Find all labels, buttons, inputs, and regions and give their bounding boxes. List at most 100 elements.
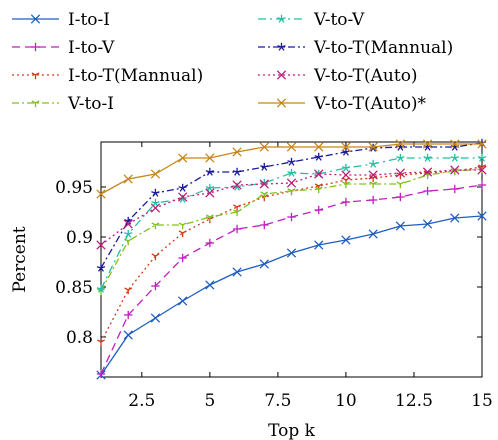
data-point <box>423 186 432 196</box>
data-point <box>450 139 460 149</box>
data-point <box>368 142 378 152</box>
data-point <box>450 213 460 223</box>
x-axis: 2.5 5 7.5 10 12.5 15 <box>128 142 493 411</box>
y-axis: 0.8 0.85 0.9 0.95 <box>55 178 482 348</box>
legend-entry: I-to-I <box>12 10 110 30</box>
legend-marker <box>276 70 287 80</box>
data-point <box>123 330 133 340</box>
series-3 <box>97 166 486 296</box>
legend-label: V-to-I <box>67 94 114 114</box>
data-point <box>286 142 297 152</box>
legend-marker <box>31 100 40 108</box>
x-tick-label: 10 <box>335 391 357 411</box>
x-tick-label: 15 <box>471 391 493 411</box>
data-point <box>205 238 215 248</box>
data-point <box>368 159 378 168</box>
data-point <box>178 253 187 263</box>
legend-entry: V-to-T(Mannual) <box>258 38 453 58</box>
data-point <box>96 369 106 379</box>
legend-label: V-to-T(Auto)* <box>313 94 427 114</box>
data-point <box>423 153 432 162</box>
legend-label: V-to-V <box>313 10 365 30</box>
data-point <box>150 313 161 323</box>
data-point <box>151 281 160 291</box>
data-point <box>97 339 105 347</box>
data-point <box>395 139 406 149</box>
legend-label: I-to-I <box>68 10 110 30</box>
data-point <box>178 194 187 203</box>
data-point <box>151 188 160 197</box>
data-point <box>150 203 161 213</box>
plot-area: 2.5 5 7.5 10 12.5 15 0.8 0.85 0.9 0.95 <box>55 138 493 411</box>
series-6 <box>96 165 487 250</box>
data-point <box>477 153 487 162</box>
data-point <box>178 183 187 192</box>
data-point <box>232 182 242 191</box>
data-point <box>260 178 269 187</box>
data-point <box>396 153 405 162</box>
data-point <box>341 163 351 172</box>
series-line <box>100 168 483 292</box>
data-point <box>205 214 214 222</box>
series-7 <box>96 139 487 199</box>
legend-entry: V-to-V <box>258 10 365 30</box>
plot-frame <box>100 141 483 378</box>
data-point <box>422 167 433 177</box>
data-point <box>368 229 378 239</box>
data-point <box>124 310 133 320</box>
data-point <box>124 287 133 295</box>
data-point <box>477 180 487 190</box>
data-point <box>314 186 323 194</box>
data-point <box>450 153 459 162</box>
data-point <box>314 142 324 152</box>
data-point <box>205 280 215 290</box>
data-point <box>232 147 242 157</box>
legend-label: I-to-T(Mannual) <box>68 66 203 86</box>
data-point <box>341 181 350 189</box>
legend-label: I-to-V <box>68 38 115 58</box>
data-point <box>341 142 351 152</box>
data-point <box>233 204 242 212</box>
data-point <box>259 259 269 269</box>
y-tick-label: 0.9 <box>66 228 93 248</box>
data-point <box>477 139 487 149</box>
data-point <box>287 188 296 196</box>
data-point <box>151 222 160 230</box>
data-point <box>260 220 269 230</box>
data-point <box>341 170 351 180</box>
x-axis-label: Top k <box>268 421 316 440</box>
data-point <box>96 240 106 250</box>
data-point <box>450 184 459 194</box>
legend-marker <box>276 98 287 108</box>
legend-label: V-to-T(Mannual) <box>313 38 453 58</box>
data-point <box>232 267 242 277</box>
series-line <box>100 215 483 376</box>
y-tick-label: 0.8 <box>66 328 93 348</box>
data-point <box>422 139 433 149</box>
data-point <box>151 253 160 261</box>
data-point <box>260 162 269 171</box>
data-point <box>477 211 487 221</box>
data-point <box>396 181 405 189</box>
y-axis-label: Percent <box>10 226 30 292</box>
data-point <box>341 235 351 245</box>
data-point <box>96 263 106 272</box>
data-point <box>341 197 351 207</box>
data-point <box>178 230 187 238</box>
data-point <box>395 168 406 178</box>
data-point <box>314 152 323 161</box>
data-point <box>259 142 269 152</box>
legend-entry: V-to-T(Auto) <box>258 66 418 86</box>
data-point <box>368 170 378 180</box>
legend-marker <box>277 42 286 51</box>
data-point <box>177 153 188 163</box>
data-point <box>232 180 242 190</box>
data-point <box>96 284 106 293</box>
data-point <box>205 167 215 176</box>
legend-marker <box>277 14 286 23</box>
data-point <box>368 195 378 205</box>
legend: I-to-I I-to-V I-to-T(Mannual) V-to-I V-to-V V… <box>12 10 453 114</box>
series-0 <box>96 211 487 380</box>
y-tick-label: 0.85 <box>55 278 93 298</box>
data-point <box>287 168 296 177</box>
